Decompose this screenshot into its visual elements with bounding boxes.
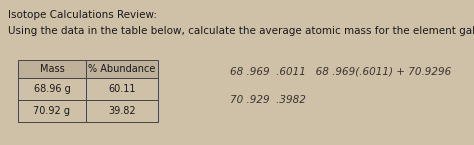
Bar — [86, 100, 158, 122]
Text: 68.96 g: 68.96 g — [34, 84, 70, 94]
Text: % Abundance: % Abundance — [88, 64, 155, 74]
Text: 68 .969  .6011   68 .969(.6011) + 70.9296: 68 .969 .6011 68 .969(.6011) + 70.9296 — [230, 67, 451, 77]
Bar — [18, 100, 86, 122]
Text: 39.82: 39.82 — [108, 106, 136, 116]
Text: 70 .929  .3982: 70 .929 .3982 — [230, 95, 306, 105]
Text: Mass: Mass — [40, 64, 64, 74]
Bar — [18, 78, 86, 100]
Text: 60.11: 60.11 — [108, 84, 136, 94]
Text: Using the data in the table below, calculate the average atomic mass for the ele: Using the data in the table below, calcu… — [8, 26, 474, 36]
Bar — [86, 78, 158, 100]
Bar — [18, 60, 86, 78]
Text: 70.92 g: 70.92 g — [34, 106, 71, 116]
Text: Isotope Calculations Review:: Isotope Calculations Review: — [8, 10, 157, 20]
Bar — [86, 60, 158, 78]
